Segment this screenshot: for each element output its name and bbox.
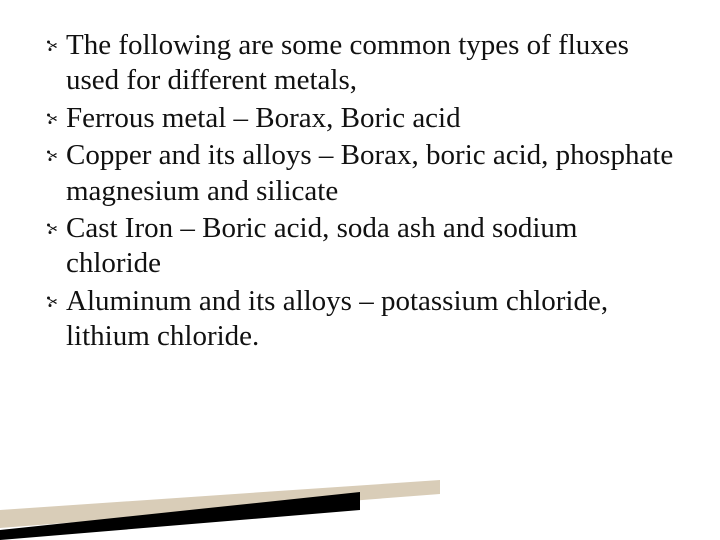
slide-decor: [0, 450, 440, 540]
slide: The following are some common types of f…: [0, 0, 720, 540]
scissors-icon: [46, 112, 58, 124]
bullet-text: Aluminum and its alloys – potassium chlo…: [66, 285, 608, 352]
list-item: Copper and its alloys – Borax, boric aci…: [46, 138, 674, 209]
scissors-icon: [46, 39, 58, 51]
list-item: Cast Iron – Boric acid, soda ash and sod…: [46, 211, 674, 282]
list-item: Aluminum and its alloys – potassium chlo…: [46, 284, 674, 355]
list-item: The following are some common types of f…: [46, 28, 674, 99]
scissors-icon: [46, 149, 58, 161]
scissors-icon: [46, 295, 58, 307]
bullet-text: Cast Iron – Boric acid, soda ash and sod…: [66, 212, 577, 279]
bullet-text: The following are some common types of f…: [66, 29, 629, 96]
decor-shape-black: [0, 492, 360, 540]
scissors-icon: [46, 222, 58, 234]
decor-shape-tan: [0, 480, 440, 528]
list-item: Ferrous metal – Borax, Boric acid: [46, 101, 674, 136]
bullet-text: Copper and its alloys – Borax, boric aci…: [66, 139, 673, 206]
bullet-text: Ferrous metal – Borax, Boric acid: [66, 102, 461, 134]
bullet-list: The following are some common types of f…: [46, 28, 674, 354]
